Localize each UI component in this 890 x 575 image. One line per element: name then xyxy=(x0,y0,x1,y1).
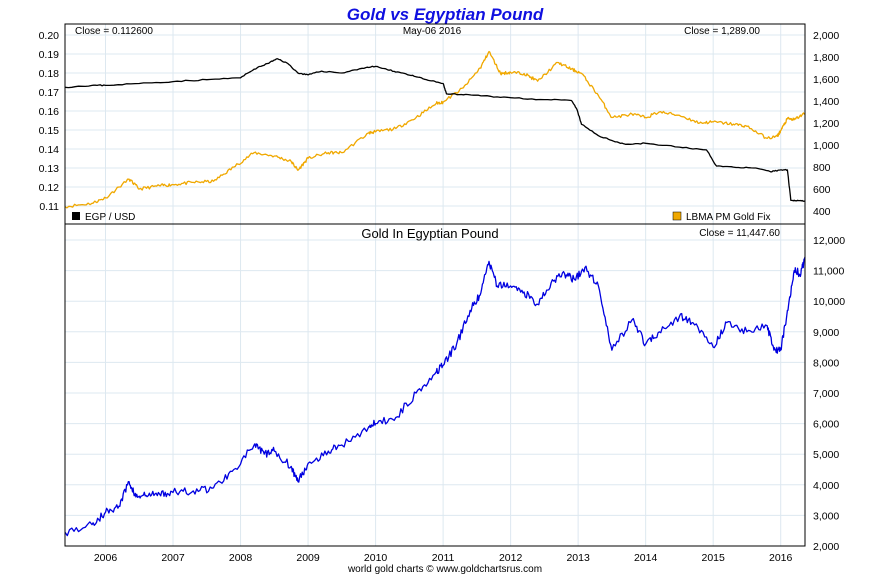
legend-gold-label: LBMA PM Gold Fix xyxy=(686,212,770,223)
right-axis-tick-label: 1,200 xyxy=(813,118,839,130)
bottom-axis-tick-label: 11,000 xyxy=(813,266,844,278)
left-axis-tick-label: 0.17 xyxy=(39,87,60,99)
legend-egp-swatch xyxy=(72,212,80,220)
left-axis-tick-label: 0.14 xyxy=(39,144,60,156)
right-axis-tick-label: 1,000 xyxy=(813,140,839,152)
right-axis-tick-label: 600 xyxy=(813,184,831,196)
chart-title: Gold vs Egyptian Pound xyxy=(347,5,544,24)
x-axis-tick-label: 2016 xyxy=(769,552,793,564)
close-left-label: Close = 0.112600 xyxy=(75,26,153,37)
bottom-panel-frame xyxy=(64,223,806,547)
left-axis-tick-label: 0.20 xyxy=(39,30,60,42)
date-label: May-06 2016 xyxy=(403,26,462,37)
left-axis-tick-label: 0.19 xyxy=(39,49,60,61)
bottom-axis-tick-label: 3,000 xyxy=(813,510,839,522)
right-axis-tick-label: 1,400 xyxy=(813,96,839,108)
left-axis-tick-label: 0.18 xyxy=(39,68,60,80)
x-axis-tick-label: 2012 xyxy=(499,552,523,564)
x-axis-tick-label: 2011 xyxy=(432,552,455,564)
gold-egp-line xyxy=(64,256,806,537)
x-axis-tick-label: 2015 xyxy=(701,552,725,564)
right-axis-tick-label: 2,000 xyxy=(813,30,839,42)
close-bottom-label: Close = 11,447.60 xyxy=(699,228,780,239)
bottom-axis-tick-label: 10,000 xyxy=(813,296,845,308)
left-axis-tick-label: 0.12 xyxy=(39,182,60,194)
egp-usd-line xyxy=(64,58,806,202)
right-axis-tick-label: 1,800 xyxy=(813,52,839,64)
bottom-axis-tick-label: 5,000 xyxy=(813,449,839,461)
x-axis-tick-label: 2013 xyxy=(566,552,590,564)
x-axis-tick-label: 2007 xyxy=(161,552,185,564)
left-axis-tick-label: 0.13 xyxy=(39,163,60,175)
bottom-axis-tick-label: 7,000 xyxy=(813,388,839,400)
legend-gold-swatch xyxy=(672,211,682,221)
bottom-axis-tick-label: 6,000 xyxy=(813,419,839,431)
bottom-panel-grid xyxy=(65,224,805,547)
right-axis-tick-label: 1,600 xyxy=(813,74,839,86)
bottom-axis-tick-label: 9,000 xyxy=(813,327,839,339)
x-axis-tick-label: 2010 xyxy=(364,552,388,564)
left-axis-tick-label: 0.11 xyxy=(39,201,59,213)
legend-egp-label: EGP / USD xyxy=(85,212,135,223)
axis-ticks: 0.20 0.19 0.18 0.17 0.16 0.15 0.14 0.13 0.12 0.11… xyxy=(39,30,846,564)
left-axis-tick-label: 0.15 xyxy=(39,125,60,137)
top-panel-grid xyxy=(65,24,805,224)
x-axis-tick-label: 2008 xyxy=(229,552,253,564)
close-right-label: Close = 1,289.00 xyxy=(684,26,760,37)
footer-credit: world gold charts © www.goldchartsrus.co… xyxy=(347,564,542,575)
bottom-axis-tick-label: 2,000 xyxy=(813,541,839,553)
right-axis-tick-label: 800 xyxy=(813,162,831,174)
x-axis-tick-label: 2014 xyxy=(634,552,658,564)
bottom-axis-tick-label: 12,000 xyxy=(813,235,845,247)
bottom-axis-tick-label: 8,000 xyxy=(813,357,839,369)
x-axis-tick-label: 2009 xyxy=(296,552,320,564)
right-axis-tick-label: 400 xyxy=(813,206,831,218)
bottom-axis-tick-label: 4,000 xyxy=(813,480,839,492)
bottom-chart-title: Gold In Egyptian Pound xyxy=(361,226,498,241)
x-axis-tick-label: 2006 xyxy=(94,552,118,564)
left-axis-tick-label: 0.16 xyxy=(39,106,60,118)
gold-usd-line xyxy=(64,50,806,209)
